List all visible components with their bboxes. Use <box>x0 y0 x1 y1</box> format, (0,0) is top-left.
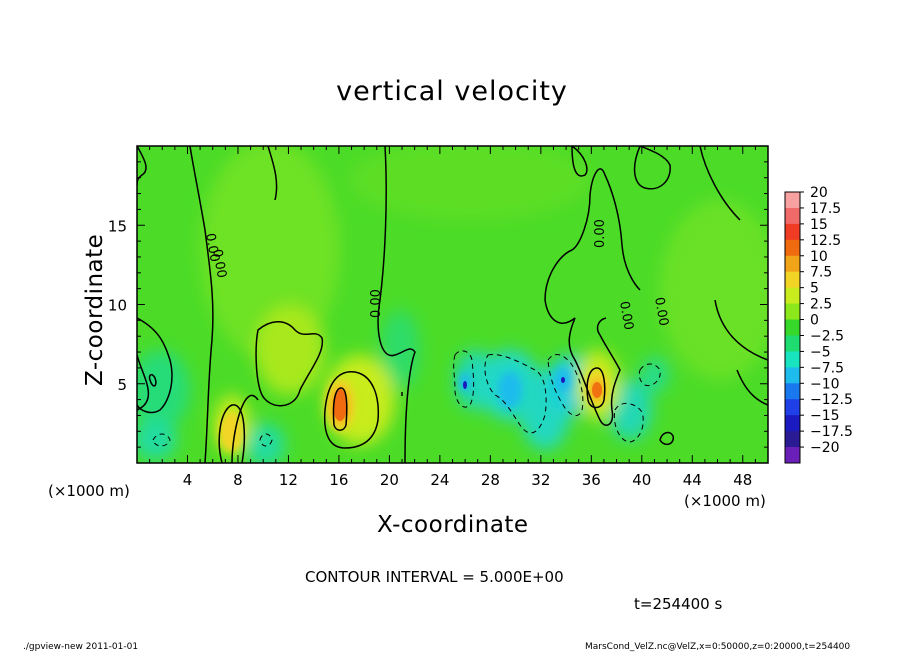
heatmap-field <box>137 146 768 463</box>
x-tick-label: 44 <box>683 471 702 489</box>
x-tick-label: 32 <box>531 471 550 489</box>
x-axis-label: X-coordinate <box>377 512 529 538</box>
colorbar-swatch <box>785 303 800 321</box>
colorbar-label: −15 <box>810 408 840 424</box>
colorbar-label: 12.5 <box>810 233 841 249</box>
y-tick-label: 15 <box>108 217 127 235</box>
colorbar-swatch <box>785 399 800 416</box>
y-tick-label: 10 <box>108 297 127 315</box>
contour-lines-dashed <box>152 350 661 447</box>
colorbar-swatch <box>785 447 800 464</box>
contour-label-2: 0.00 <box>593 219 608 248</box>
colorbar-swatch <box>785 367 800 384</box>
contour-interval-note: CONTOUR INTERVAL = 5.000E+00 <box>305 568 564 586</box>
footer-right: MarsCond_VelZ.nc@VelZ,x=0:50000,z=0:2000… <box>585 642 851 652</box>
x-tick-label: 36 <box>582 471 601 489</box>
x-tick-label: 40 <box>632 471 651 489</box>
x-tick-label: 20 <box>380 471 399 489</box>
colorbar-label: 0 <box>810 313 819 329</box>
colorbar-label: 7.5 <box>810 265 832 281</box>
colorbar-label: −20 <box>810 440 840 456</box>
colorbar-frame <box>784 191 801 464</box>
x-tick-label: 4 <box>183 471 193 489</box>
colorbar-label: −10 <box>810 376 840 392</box>
contour-label-3: 0.00 <box>616 300 636 331</box>
colorbar: 2017.51512.5107.552.50−2.5−5−7.5−10−12.5… <box>784 185 853 464</box>
colorbar-label: 2.5 <box>810 297 832 313</box>
x-axis-unit-left: (×1000 m) <box>48 482 130 500</box>
contour-labels: 0.00 0.00 0.00 0.00 0.00 0.00 <box>202 219 671 331</box>
colorbar-label: −12.5 <box>810 392 853 408</box>
colorbar-swatch <box>785 239 800 257</box>
chart-title: vertical velocity <box>336 76 568 107</box>
colorbar-swatch <box>785 192 800 209</box>
colorbar-label: 15 <box>810 217 828 233</box>
colorbar-swatch <box>785 223 800 241</box>
colorbar-label: −7.5 <box>810 360 844 376</box>
x-tick-label: 28 <box>481 471 500 489</box>
x-axis-ticks: 4 8 12 16 20 24 28 32 36 40 44 48 <box>149 146 756 489</box>
x-tick-label: 24 <box>430 471 449 489</box>
colorbar-swatch <box>785 431 800 448</box>
contour-label-4: 0.00 <box>651 296 671 327</box>
x-axis-unit-right: (×1000 m) <box>684 492 766 510</box>
contour-label-5: 0.00 <box>209 248 229 279</box>
x-tick-label: 12 <box>279 471 298 489</box>
colorbar-swatch <box>785 287 800 305</box>
core-positive-36km <box>592 382 602 398</box>
colorbar-swatch <box>785 335 800 352</box>
colorbar-label: −17.5 <box>810 424 853 440</box>
core-positive-16km <box>333 389 347 421</box>
colorbar-swatch <box>785 415 800 432</box>
x-tick-label: 8 <box>233 471 243 489</box>
colorbar-label: 20 <box>810 185 828 201</box>
colorbar-swatch <box>785 319 800 336</box>
contour-label-0: 0.00 <box>202 232 222 263</box>
footer-left: ./gpview-new 2011-01-01 <box>23 642 139 652</box>
contour-label-1: 0.00 <box>369 289 384 318</box>
y-axis-ticks: 5 10 15 <box>108 161 768 448</box>
colorbar-swatch <box>785 207 800 225</box>
colorbar-label: 10 <box>810 249 828 265</box>
colorbar-label: 5 <box>810 281 819 297</box>
contour-lines-solid <box>137 146 768 463</box>
colorbar-swatch <box>785 255 800 273</box>
time-note: t=254400 s <box>634 595 723 613</box>
colorbar-label: −2.5 <box>810 328 844 344</box>
x-tick-label: 48 <box>733 471 752 489</box>
core-negative-34km <box>561 377 565 383</box>
x-tick-label: 16 <box>329 471 348 489</box>
core-negative-26km <box>463 381 467 389</box>
y-tick-label: 5 <box>117 376 127 394</box>
colorbar-label: −5 <box>810 344 831 360</box>
colorbar-swatch <box>785 271 800 289</box>
colorbar-label: 17.5 <box>810 201 841 217</box>
colorbar-swatch <box>785 383 800 400</box>
colorbar-swatch <box>785 351 800 368</box>
